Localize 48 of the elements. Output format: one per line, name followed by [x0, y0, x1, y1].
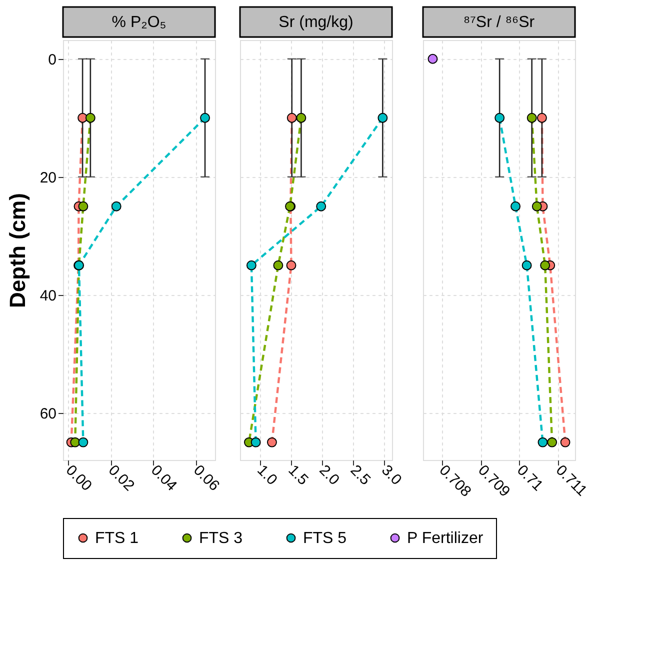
legend-label: P Fertilizer	[407, 530, 484, 547]
x-tick-label: 0.06	[190, 462, 223, 495]
point	[538, 437, 548, 448]
x-tick-label: 2.0	[316, 462, 343, 489]
point	[250, 437, 261, 448]
y-tick-label: 20	[40, 169, 56, 186]
point	[428, 54, 438, 64]
legend-label: FTS 3	[199, 530, 243, 547]
point	[70, 437, 80, 448]
point	[540, 260, 550, 270]
point	[560, 437, 570, 448]
x-tick-label: 0.71	[514, 462, 546, 495]
point	[296, 112, 306, 123]
y-tick-label: 40	[40, 287, 56, 304]
x-tick-label: 0.02	[104, 462, 138, 495]
legend-label: FTS 1	[95, 530, 139, 547]
y-tick-label: 0	[48, 51, 56, 68]
point	[522, 260, 532, 270]
legend-label: FTS 5	[303, 530, 347, 547]
point	[286, 112, 297, 123]
point	[547, 437, 558, 448]
point	[78, 201, 88, 212]
point	[286, 260, 296, 270]
chart-title: ⁸⁷Sr / ⁸⁶Sr	[463, 14, 536, 31]
point	[111, 201, 122, 212]
point	[200, 112, 210, 123]
point	[316, 201, 326, 212]
y-tick-label: 60	[40, 405, 56, 422]
point	[266, 437, 277, 448]
x-tick-label: 3.0	[378, 462, 405, 489]
point	[246, 260, 256, 270]
point	[526, 112, 537, 123]
point	[378, 112, 388, 123]
point	[532, 201, 542, 212]
x-tick-label: 2.5	[346, 462, 374, 489]
point	[510, 201, 520, 212]
point	[78, 437, 88, 448]
point	[536, 112, 547, 123]
x-tick-label: 0.00	[62, 462, 96, 495]
y-axis-title: Depth (cm)	[4, 193, 30, 308]
x-tick-label: 1.5	[284, 462, 312, 489]
chart-title: Sr (mg/kg)	[278, 14, 354, 31]
point	[494, 112, 505, 123]
point	[85, 112, 96, 123]
x-tick-label: 0.04	[147, 462, 180, 495]
chart-title: % P₂O₅	[112, 14, 166, 31]
x-tick-label: 1.0	[254, 462, 280, 489]
point	[273, 260, 284, 270]
